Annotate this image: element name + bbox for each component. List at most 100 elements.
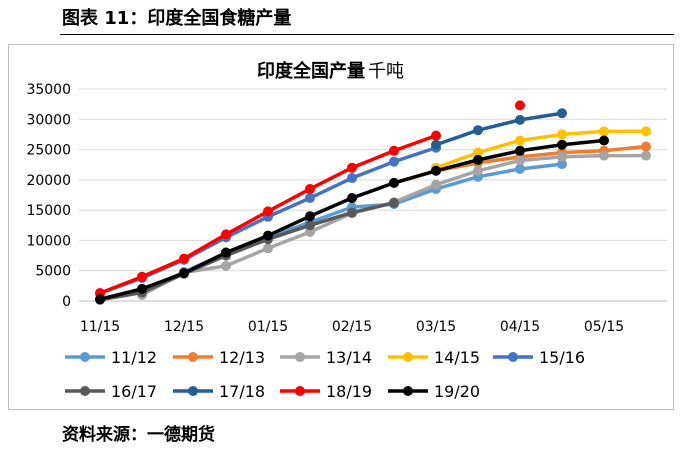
data-point bbox=[221, 247, 231, 258]
legend-item: 13/14 bbox=[280, 348, 372, 367]
gridlines bbox=[79, 88, 667, 302]
data-point bbox=[473, 125, 483, 136]
series-line bbox=[435, 129, 646, 170]
data-point bbox=[95, 294, 105, 305]
legend-item: 14/15 bbox=[388, 348, 480, 367]
x-tick-label: 05/15 bbox=[584, 319, 624, 335]
data-point bbox=[431, 139, 441, 150]
data-point bbox=[557, 108, 567, 119]
series-line bbox=[141, 153, 646, 297]
series-line bbox=[435, 111, 563, 147]
series-19-20 bbox=[95, 135, 609, 305]
legend-item: 17/18 bbox=[173, 382, 265, 401]
chart-frame: 印度全国产量 千吨 0 5000 10000 15000 20000 25000 30000 3… bbox=[8, 44, 674, 410]
data-point bbox=[263, 243, 273, 254]
series-lines bbox=[95, 100, 651, 305]
data-point bbox=[347, 193, 357, 204]
data-point bbox=[431, 130, 441, 141]
legend-item: 19/20 bbox=[388, 382, 480, 401]
series-13-14 bbox=[137, 150, 651, 300]
legend-label: 11/12 bbox=[111, 348, 157, 367]
chart-title: 印度全国产量 千吨 bbox=[257, 60, 404, 82]
legend-swatch-marker bbox=[80, 352, 90, 362]
data-point bbox=[641, 150, 651, 161]
legend: 11/12 12/13 13/14 14/15 15/16 16/17 17/18 18/19… bbox=[65, 348, 585, 401]
y-tick-label: 35000 bbox=[26, 82, 71, 98]
series-line bbox=[141, 162, 563, 294]
x-tick-label: 11/15 bbox=[80, 319, 120, 335]
data-point bbox=[347, 207, 357, 218]
y-tick-label: 20000 bbox=[26, 173, 71, 189]
chart-title-unit: 千吨 bbox=[368, 61, 404, 82]
data-point bbox=[305, 211, 315, 222]
data-point bbox=[557, 129, 567, 140]
line-chart: 印度全国产量 千吨 0 5000 10000 15000 20000 25000 30000 3… bbox=[26, 60, 667, 401]
data-point bbox=[431, 165, 441, 176]
legend-label: 14/15 bbox=[434, 348, 480, 367]
source-note: 资料来源：一德期货 bbox=[62, 425, 215, 445]
legend-item: 12/13 bbox=[173, 348, 265, 367]
chart-title-text: 印度全国产量 bbox=[257, 60, 365, 82]
data-point bbox=[515, 114, 525, 125]
data-point bbox=[515, 163, 525, 174]
data-point bbox=[515, 155, 525, 166]
data-point bbox=[347, 173, 357, 184]
series-17-18 bbox=[431, 108, 567, 150]
data-point bbox=[599, 135, 609, 146]
legend-label: 16/17 bbox=[111, 382, 157, 401]
data-point bbox=[347, 162, 357, 173]
data-point bbox=[557, 139, 567, 150]
series-line bbox=[99, 201, 395, 302]
data-point bbox=[599, 150, 609, 161]
data-point bbox=[305, 220, 315, 231]
legend-swatch-marker bbox=[295, 352, 305, 362]
x-tick-label: 03/15 bbox=[416, 319, 456, 335]
legend-swatch-marker bbox=[508, 352, 518, 362]
data-point bbox=[389, 197, 399, 208]
legend-swatch-marker bbox=[403, 386, 413, 396]
legend-label: 19/20 bbox=[434, 382, 480, 401]
data-point bbox=[389, 156, 399, 167]
legend-label: 15/16 bbox=[539, 348, 585, 367]
data-point bbox=[473, 147, 483, 158]
data-point bbox=[515, 145, 525, 156]
x-axis: 11/15 12/15 01/15 02/15 03/15 04/15 05/15 bbox=[80, 319, 624, 335]
legend-swatch-marker bbox=[188, 352, 198, 362]
data-point bbox=[515, 135, 525, 146]
data-point bbox=[431, 179, 441, 190]
data-point bbox=[641, 141, 651, 152]
legend-swatch-marker bbox=[188, 386, 198, 396]
data-point bbox=[179, 268, 189, 279]
y-tick-label: 30000 bbox=[26, 112, 71, 128]
legend-item: 18/19 bbox=[280, 382, 372, 401]
data-point bbox=[473, 154, 483, 165]
data-point bbox=[515, 100, 525, 111]
data-point bbox=[305, 183, 315, 194]
y-tick-label: 5000 bbox=[35, 264, 71, 280]
legend-label: 18/19 bbox=[326, 382, 372, 401]
data-point bbox=[557, 159, 567, 170]
data-point bbox=[263, 230, 273, 241]
caption-rule bbox=[60, 34, 674, 35]
legend-swatch-marker bbox=[403, 352, 413, 362]
legend-label: 13/14 bbox=[326, 348, 372, 367]
data-point bbox=[137, 271, 147, 282]
data-point bbox=[557, 151, 567, 162]
data-point bbox=[641, 126, 651, 137]
x-tick-label: 02/15 bbox=[332, 319, 372, 335]
y-tick-label: 10000 bbox=[26, 233, 71, 249]
legend-label: 12/13 bbox=[219, 348, 265, 367]
y-tick-label: 0 bbox=[62, 294, 71, 310]
y-axis: 0 5000 10000 15000 20000 25000 30000 35000 bbox=[26, 82, 71, 310]
legend-item: 16/17 bbox=[65, 382, 157, 401]
figure-caption: 图表 11：印度全国食糖产量 bbox=[62, 8, 292, 29]
data-point bbox=[305, 193, 315, 204]
y-tick-label: 15000 bbox=[26, 203, 71, 219]
x-tick-label: 01/15 bbox=[248, 319, 288, 335]
data-point bbox=[221, 229, 231, 240]
data-point bbox=[137, 283, 147, 294]
legend-label: 17/18 bbox=[219, 382, 265, 401]
data-point bbox=[599, 126, 609, 137]
legend-swatch-marker bbox=[295, 386, 305, 396]
legend-item: 11/12 bbox=[65, 348, 157, 367]
